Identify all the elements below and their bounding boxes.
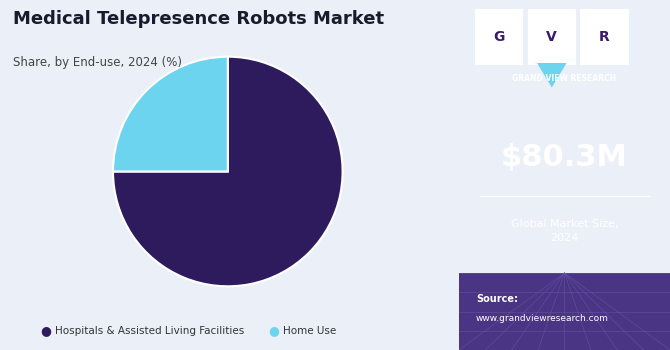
Text: Global Market Size,
2024: Global Market Size, 2024 bbox=[511, 219, 618, 243]
FancyBboxPatch shape bbox=[475, 9, 523, 65]
Text: R: R bbox=[599, 30, 610, 44]
Text: Source:: Source: bbox=[476, 294, 518, 304]
Text: $80.3M: $80.3M bbox=[501, 143, 628, 172]
Text: G: G bbox=[493, 30, 505, 44]
Text: ●: ● bbox=[268, 324, 279, 337]
Text: Share, by End-use, 2024 (%): Share, by End-use, 2024 (%) bbox=[13, 56, 182, 69]
Polygon shape bbox=[537, 63, 567, 88]
Text: V: V bbox=[547, 30, 557, 44]
FancyBboxPatch shape bbox=[459, 273, 670, 350]
Text: Medical Telepresence Robots Market: Medical Telepresence Robots Market bbox=[13, 10, 385, 28]
FancyBboxPatch shape bbox=[527, 9, 576, 65]
Text: ●: ● bbox=[40, 324, 51, 337]
Text: Hospitals & Assisted Living Facilities: Hospitals & Assisted Living Facilities bbox=[55, 326, 244, 336]
Text: www.grandviewresearch.com: www.grandviewresearch.com bbox=[476, 314, 609, 323]
FancyBboxPatch shape bbox=[580, 9, 629, 65]
Wedge shape bbox=[113, 57, 342, 286]
Text: Home Use: Home Use bbox=[283, 326, 336, 336]
Text: GRAND VIEW RESEARCH: GRAND VIEW RESEARCH bbox=[513, 74, 616, 83]
Wedge shape bbox=[113, 57, 228, 172]
